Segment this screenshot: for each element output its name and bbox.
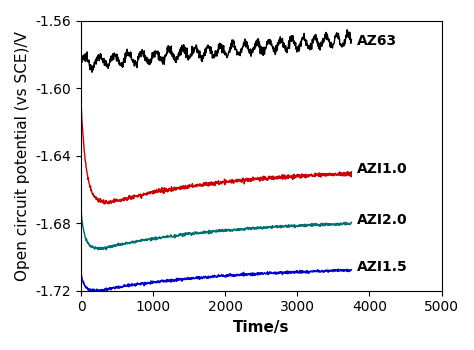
- Text: AZI1.5: AZI1.5: [356, 260, 407, 274]
- Text: AZ63: AZ63: [356, 34, 397, 48]
- Text: AZI2.0: AZI2.0: [356, 213, 407, 227]
- X-axis label: Time/s: Time/s: [233, 320, 290, 335]
- Y-axis label: Open circuit potential (vs SCE)/V: Open circuit potential (vs SCE)/V: [15, 31, 30, 281]
- Text: AZI1.0: AZI1.0: [356, 162, 407, 176]
